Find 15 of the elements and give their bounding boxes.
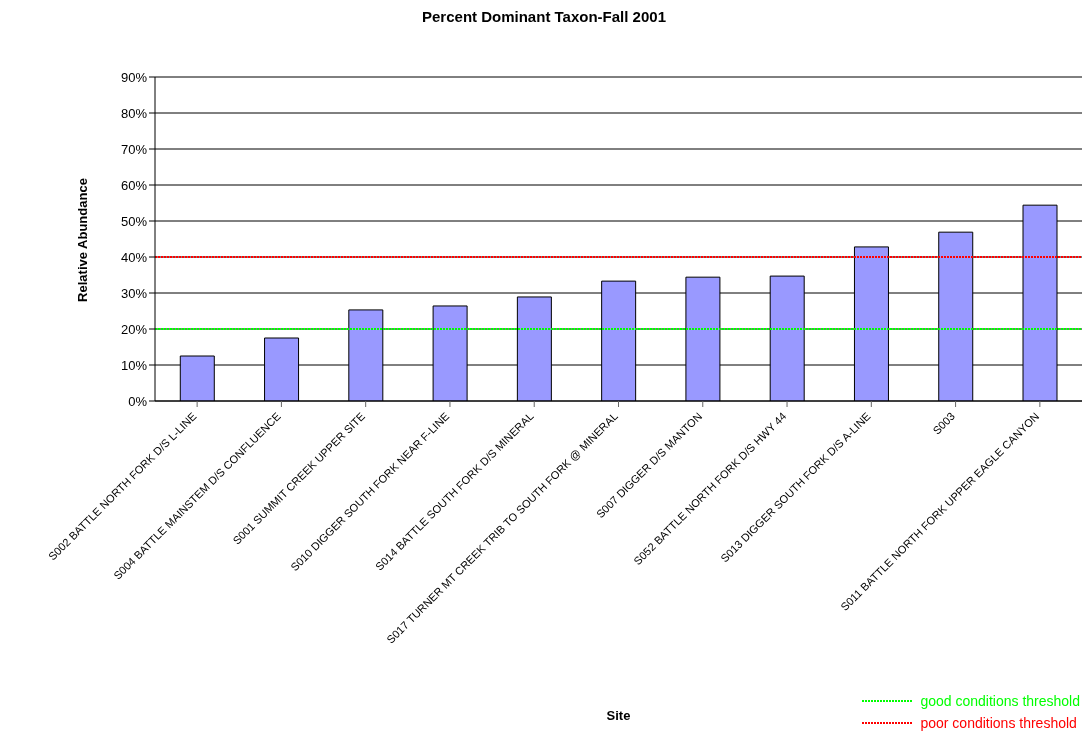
x-axis-title: Site xyxy=(606,708,631,723)
y-tick-label: 0% xyxy=(128,393,148,409)
legend-label: good conditions threshold xyxy=(920,693,1080,709)
chart-title: Percent Dominant Taxon-Fall 2001 xyxy=(421,8,667,25)
y-tick-label: 50% xyxy=(120,213,148,229)
y-tick-label: 60% xyxy=(120,177,148,193)
y-tick-label: 80% xyxy=(120,105,148,121)
y-axis-title: Relative Abundance xyxy=(74,178,90,302)
y-tick-label: 30% xyxy=(120,285,148,301)
y-tick-label: 10% xyxy=(120,357,148,373)
y-tick-label: 70% xyxy=(120,141,148,157)
y-tick-label: 90% xyxy=(120,69,148,85)
y-tick-label: 40% xyxy=(120,249,148,265)
y-tick-label: 20% xyxy=(120,321,148,337)
legend-label: poor conditions threshold xyxy=(920,715,1077,731)
